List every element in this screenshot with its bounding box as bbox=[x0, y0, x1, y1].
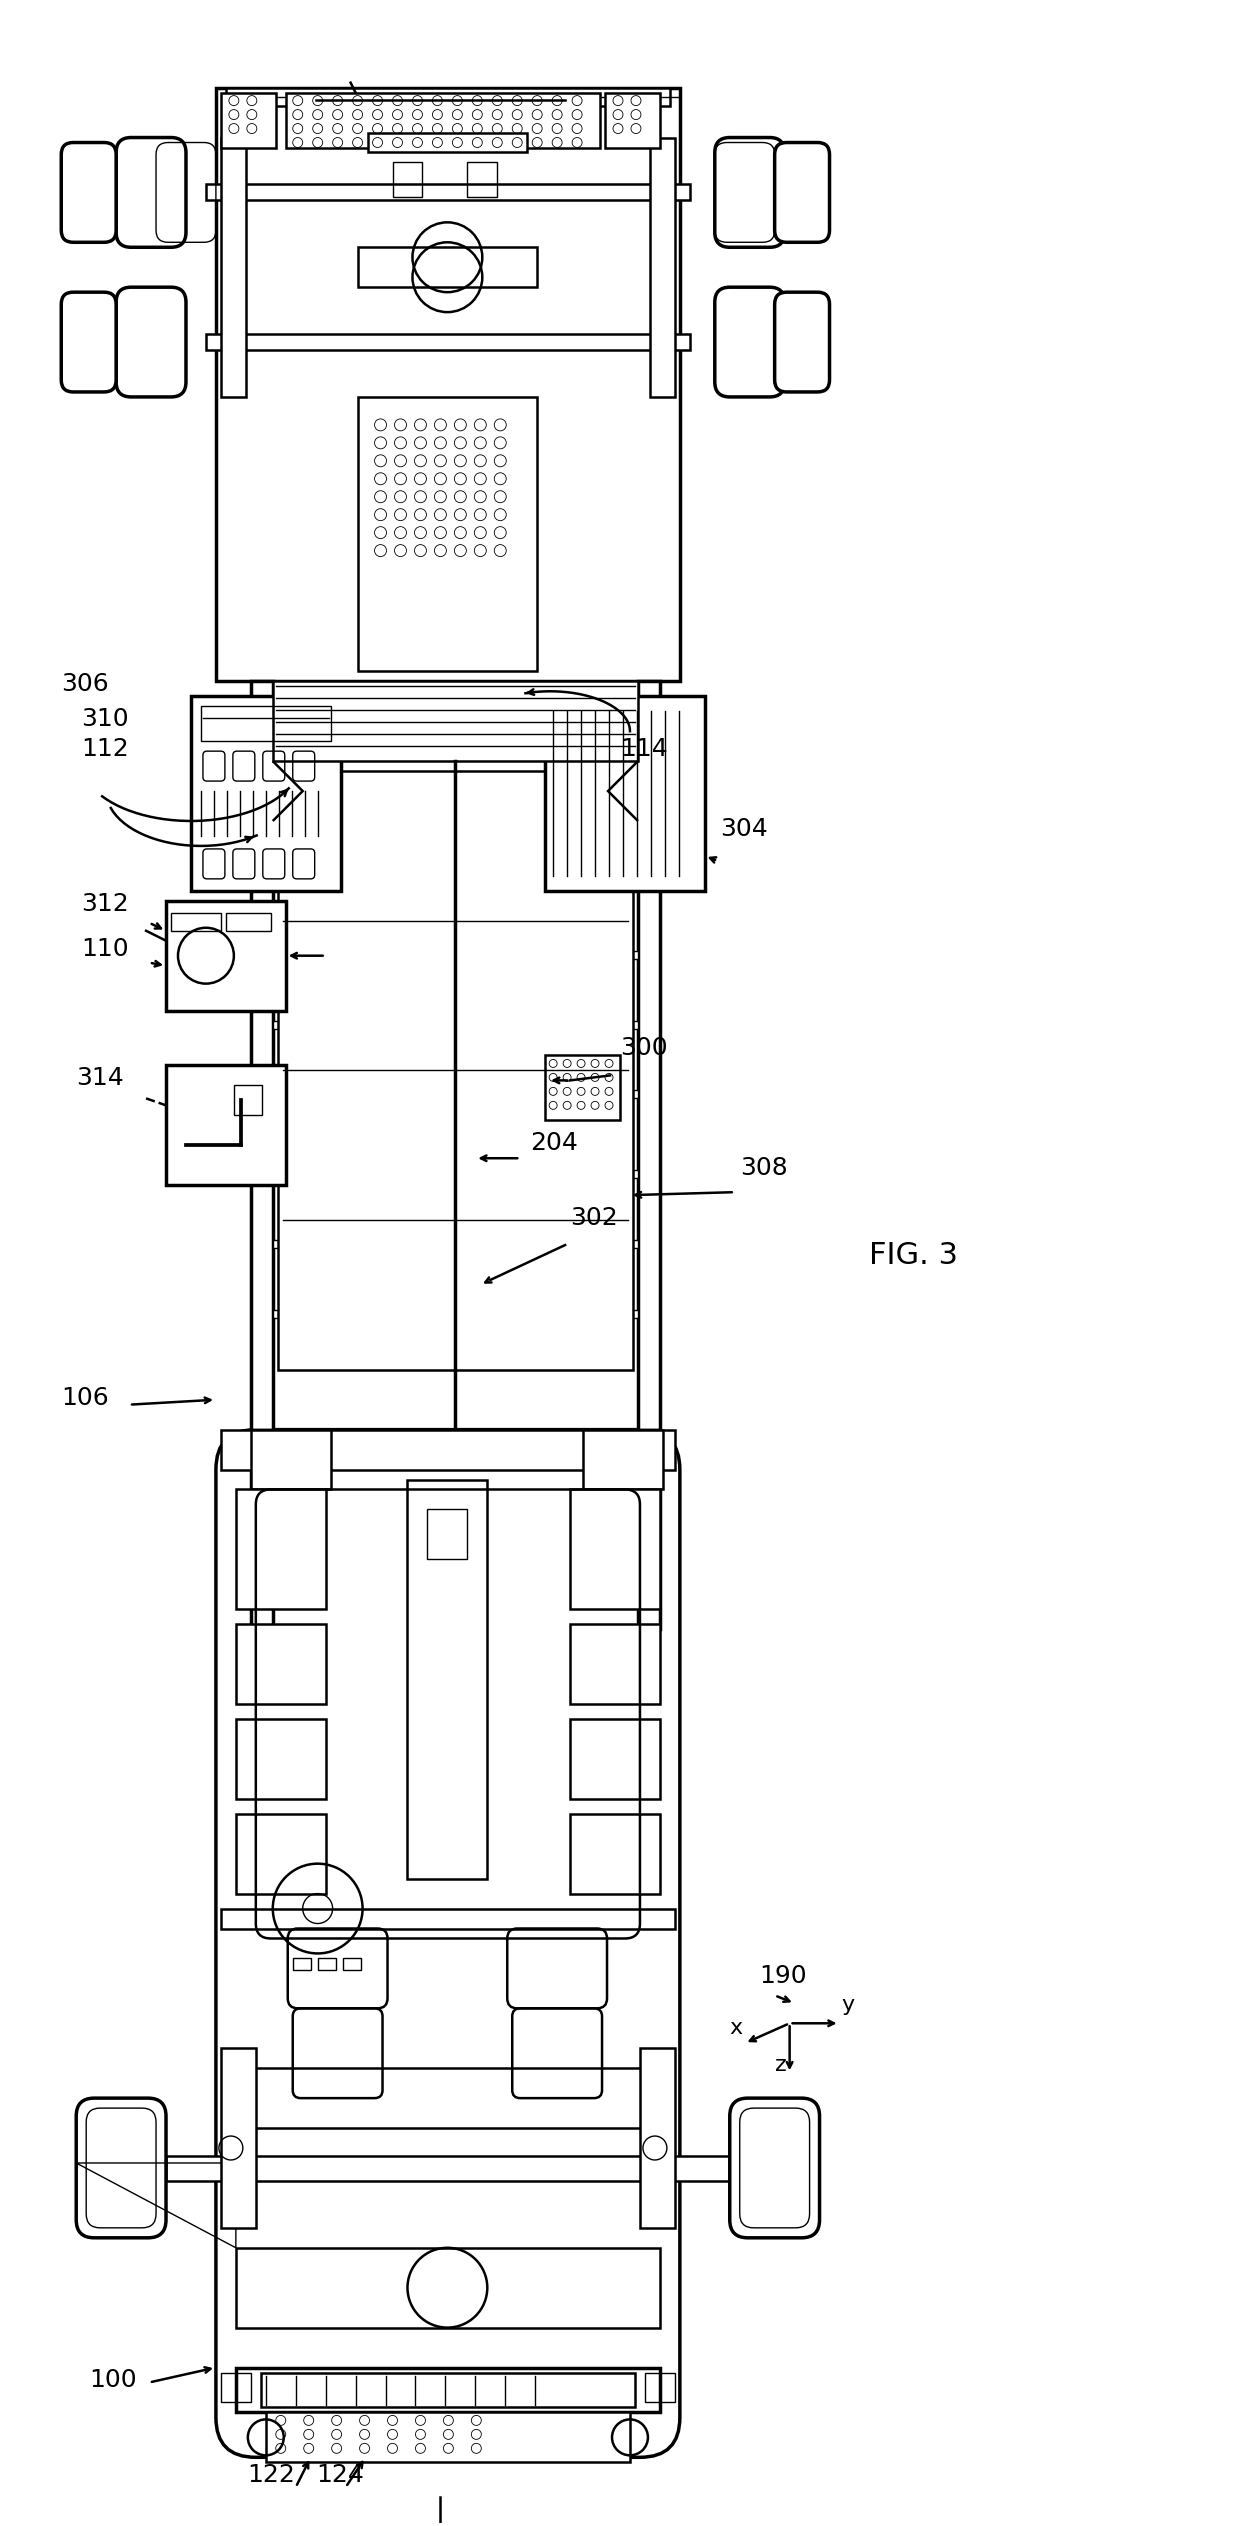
Bar bbox=[546, 697, 704, 892]
FancyBboxPatch shape bbox=[216, 1430, 680, 2458]
Bar bbox=[342, 1958, 361, 1970]
Bar bbox=[570, 1814, 660, 1894]
Bar bbox=[171, 912, 221, 930]
Bar bbox=[570, 1490, 660, 1609]
Bar bbox=[260, 2372, 635, 2407]
Text: 112: 112 bbox=[81, 738, 129, 760]
Bar bbox=[236, 2248, 660, 2326]
Bar bbox=[408, 1480, 487, 1879]
Bar bbox=[367, 131, 527, 152]
FancyBboxPatch shape bbox=[775, 293, 830, 392]
Bar bbox=[236, 1720, 326, 1799]
Bar bbox=[221, 1430, 675, 1470]
Text: 310: 310 bbox=[81, 707, 129, 730]
Bar bbox=[467, 162, 497, 197]
Bar bbox=[166, 1066, 285, 1185]
Text: 100: 100 bbox=[89, 2369, 136, 2392]
Bar bbox=[191, 697, 341, 892]
Bar bbox=[201, 707, 331, 740]
Bar bbox=[221, 136, 246, 397]
Bar bbox=[236, 2367, 660, 2412]
Text: 314: 314 bbox=[76, 1066, 124, 1091]
Bar bbox=[273, 950, 637, 960]
Bar bbox=[250, 1430, 273, 1629]
Bar bbox=[393, 162, 423, 197]
Bar bbox=[206, 333, 689, 351]
Bar bbox=[221, 2049, 255, 2228]
FancyBboxPatch shape bbox=[117, 136, 186, 248]
Bar bbox=[650, 136, 675, 397]
Bar bbox=[293, 1958, 311, 1970]
Bar bbox=[273, 1021, 637, 1028]
Bar bbox=[428, 1511, 467, 1559]
Text: 204: 204 bbox=[531, 1132, 578, 1154]
Bar bbox=[570, 1720, 660, 1799]
Text: 300: 300 bbox=[620, 1036, 667, 1061]
FancyBboxPatch shape bbox=[714, 136, 785, 248]
Text: 106: 106 bbox=[61, 1387, 109, 1410]
Bar bbox=[357, 248, 537, 288]
Bar bbox=[226, 88, 670, 106]
Bar bbox=[285, 93, 600, 147]
Text: FIG. 3: FIG. 3 bbox=[869, 1240, 959, 1271]
Text: 122: 122 bbox=[247, 2463, 295, 2488]
Bar bbox=[357, 397, 537, 672]
Text: z: z bbox=[775, 2056, 786, 2076]
Text: 304: 304 bbox=[719, 816, 768, 841]
Bar bbox=[637, 682, 660, 1430]
Text: 124: 124 bbox=[316, 2463, 365, 2488]
Bar bbox=[236, 1490, 326, 1609]
Bar bbox=[236, 1624, 326, 1705]
Bar bbox=[250, 1430, 331, 1490]
Bar bbox=[273, 1311, 637, 1319]
Text: y: y bbox=[842, 1996, 854, 2016]
Bar bbox=[166, 902, 285, 1010]
Bar bbox=[640, 2049, 675, 2228]
Bar bbox=[273, 1091, 637, 1099]
Bar bbox=[206, 184, 689, 200]
Bar bbox=[273, 801, 637, 808]
FancyBboxPatch shape bbox=[61, 141, 117, 242]
Text: 110: 110 bbox=[81, 937, 129, 960]
Bar bbox=[236, 1814, 326, 1894]
FancyBboxPatch shape bbox=[76, 2099, 166, 2238]
Text: 306: 306 bbox=[61, 672, 109, 697]
Bar bbox=[645, 2372, 675, 2402]
Bar bbox=[216, 88, 680, 682]
Bar bbox=[226, 912, 270, 930]
Bar bbox=[273, 682, 637, 760]
Bar bbox=[273, 1240, 637, 1248]
Bar bbox=[605, 93, 660, 147]
FancyBboxPatch shape bbox=[117, 288, 186, 397]
Bar bbox=[221, 2372, 250, 2402]
FancyBboxPatch shape bbox=[714, 288, 785, 397]
Bar bbox=[278, 770, 632, 1369]
FancyBboxPatch shape bbox=[61, 293, 117, 392]
Text: x: x bbox=[730, 2018, 743, 2038]
Bar bbox=[570, 1624, 660, 1705]
FancyBboxPatch shape bbox=[730, 2099, 820, 2238]
Text: 308: 308 bbox=[740, 1157, 787, 1180]
Bar bbox=[226, 2069, 670, 2127]
Bar bbox=[273, 871, 637, 879]
Text: 302: 302 bbox=[570, 1205, 618, 1230]
Bar bbox=[265, 2412, 630, 2463]
Bar bbox=[221, 93, 275, 147]
Bar bbox=[166, 2157, 730, 2180]
Bar bbox=[234, 1086, 262, 1116]
Text: 312: 312 bbox=[81, 892, 129, 917]
Bar bbox=[250, 682, 273, 1430]
Bar bbox=[273, 1170, 637, 1177]
FancyBboxPatch shape bbox=[775, 141, 830, 242]
Bar bbox=[637, 1430, 660, 1629]
Bar bbox=[583, 1430, 663, 1490]
Bar bbox=[546, 1056, 620, 1122]
Text: 190: 190 bbox=[760, 1965, 807, 1988]
Text: 114: 114 bbox=[620, 738, 668, 760]
Bar bbox=[221, 1910, 675, 1927]
Bar bbox=[317, 1958, 336, 1970]
